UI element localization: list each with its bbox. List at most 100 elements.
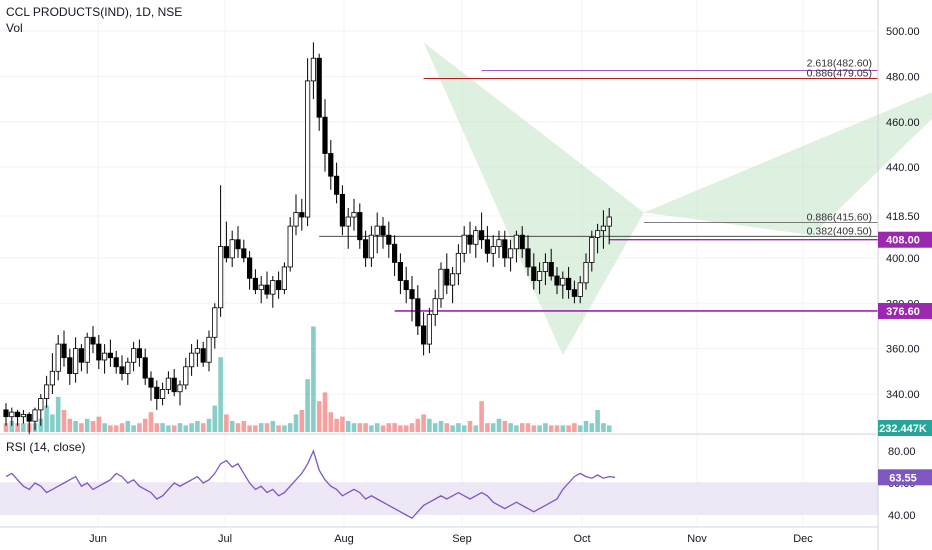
- volume-bar: [572, 423, 577, 432]
- volume-bar: [293, 414, 299, 432]
- time-axis[interactable]: Jun Jul Aug Sep Oct Nov Dec: [89, 533, 813, 545]
- candle-body: [461, 234, 467, 254]
- candle-body: [496, 239, 502, 247]
- volume-bar: [102, 423, 107, 432]
- volume-bar: [415, 418, 421, 432]
- rsi-value-badge: 63.55: [889, 472, 917, 484]
- volume-bar: [403, 425, 409, 432]
- candle-body: [212, 307, 218, 338]
- volume-bar: [328, 412, 334, 432]
- price-tick-label: 460.00: [886, 117, 920, 129]
- volume-bar: [218, 357, 223, 432]
- volume-bar: [195, 421, 200, 432]
- candle-body: [55, 343, 61, 372]
- volume-bar: [537, 425, 542, 432]
- fib-label: 2.618(482.60): [807, 57, 872, 69]
- price-tick-label: 400.00: [886, 253, 920, 265]
- volume-bar: [15, 423, 20, 432]
- candle-body: [287, 225, 293, 268]
- volume-bar: [444, 423, 450, 432]
- axis-badges: 408.00 376.60 232.447K 63.55: [878, 231, 932, 486]
- volume-bar: [137, 423, 142, 432]
- candle-body: [473, 230, 479, 245]
- candle-body: [119, 366, 125, 374]
- candle-body: [206, 336, 212, 363]
- candle-body: [415, 298, 421, 327]
- volume-bar: [601, 423, 606, 432]
- candle-body: [310, 57, 317, 82]
- candle-body: [32, 409, 38, 422]
- fib-label: 0.382(409.50): [807, 225, 872, 237]
- candle-body: [368, 234, 375, 259]
- candle-body: [548, 262, 554, 277]
- volume-bar: [241, 421, 247, 432]
- candle-body: [171, 377, 177, 393]
- candle-body: [345, 216, 351, 227]
- candle-body: [449, 273, 456, 286]
- volume-bar: [340, 416, 345, 432]
- volume-bar: [485, 423, 490, 432]
- volume-bar: [113, 425, 119, 432]
- candle-body: [409, 289, 415, 300]
- volume-bar: [461, 425, 467, 432]
- candle-body: [595, 230, 601, 238]
- candle-body: [78, 348, 84, 363]
- volume-bar: [189, 423, 194, 432]
- volume-bar: [392, 423, 397, 432]
- volume-bar: [409, 423, 415, 432]
- volume-bar: [224, 414, 229, 432]
- volume-bar: [311, 326, 316, 432]
- current-price-badge: 408.00: [886, 235, 920, 247]
- volume-bar: [525, 423, 531, 432]
- volume-bar: [467, 421, 473, 432]
- time-tick-label: Sep: [452, 533, 472, 545]
- volume-bar: [131, 425, 136, 432]
- volume-bar: [166, 425, 171, 432]
- volume-bar: [96, 416, 102, 432]
- candle-body: [362, 239, 369, 259]
- volume-bar: [235, 423, 241, 432]
- volume-bar: [421, 414, 426, 432]
- volume-bar: [432, 423, 438, 432]
- volume-bar: [606, 425, 612, 432]
- candle-body: [281, 266, 288, 291]
- candle-body: [380, 225, 386, 236]
- candle-body: [519, 234, 525, 250]
- candle-body: [188, 352, 195, 368]
- volume-bar: [108, 425, 113, 432]
- volume-bar: [438, 421, 444, 432]
- volume-bar: [548, 425, 554, 432]
- price-axis[interactable]: 500.00480.00460.00440.00418.50400.00380.…: [886, 26, 920, 401]
- volume-bar: [148, 412, 154, 432]
- volume-badge-bg: [878, 420, 932, 436]
- candle-body: [9, 411, 15, 418]
- volume-bar: [229, 421, 235, 432]
- candle-body: [194, 348, 200, 354]
- candle-body: [490, 246, 496, 254]
- candle-body: [275, 280, 282, 291]
- candle-body: [328, 153, 334, 177]
- candle-body: [14, 411, 21, 418]
- volume-bar: [305, 379, 310, 432]
- volume-bar: [119, 423, 125, 432]
- volume-bar: [508, 423, 513, 432]
- volume-bar: [351, 423, 357, 432]
- price-tick-label: 440.00: [886, 162, 920, 174]
- candle-body: [583, 262, 589, 284]
- candle-body: [351, 212, 357, 218]
- candle-body: [165, 377, 171, 390]
- volume-bar: [125, 421, 131, 432]
- candles: [3, 42, 612, 435]
- volume-bars: [3, 326, 612, 432]
- volume-bar: [67, 418, 73, 432]
- volume-bar: [334, 418, 339, 432]
- volume-bar: [316, 401, 322, 432]
- candle-body: [333, 175, 340, 195]
- price-tick-label: 360.00: [886, 344, 920, 356]
- volume-bar: [270, 421, 276, 432]
- candle-body: [554, 275, 560, 286]
- candle-body: [403, 280, 409, 291]
- candle-body: [299, 212, 305, 218]
- volume-bar: [55, 396, 61, 432]
